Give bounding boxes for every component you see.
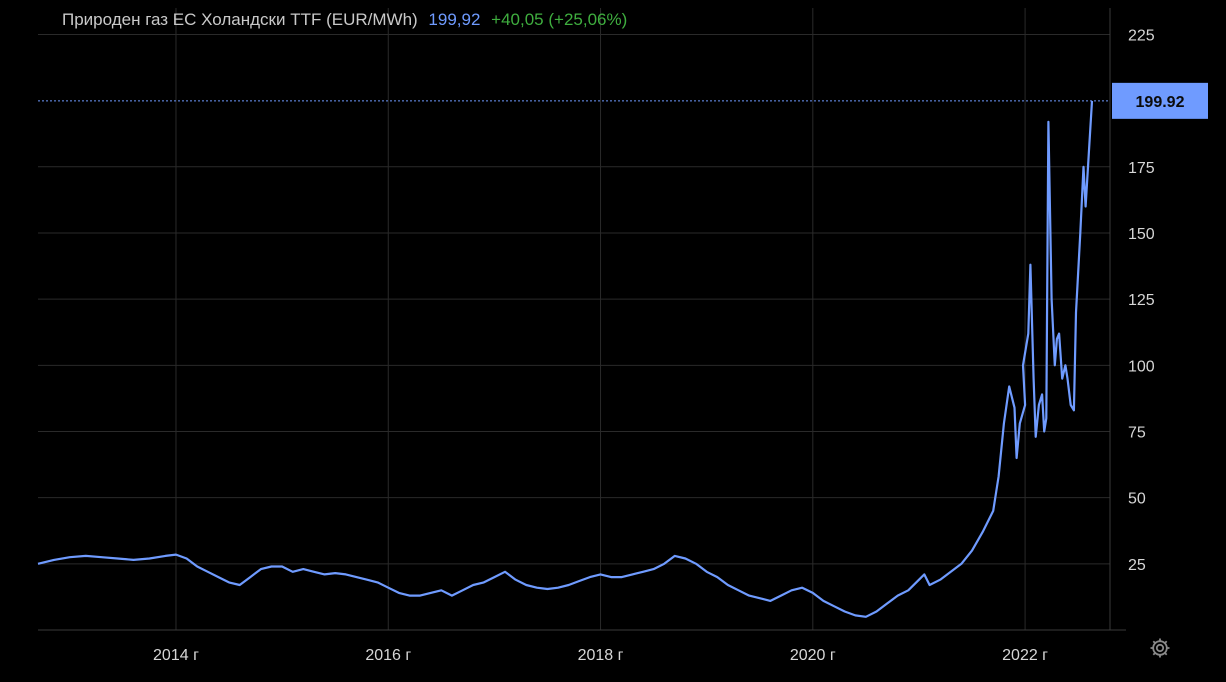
x-axis-ticks: 2014 г 2016 г 2018 г 2020 г 2022 г: [153, 647, 1048, 664]
x-tick-label: 2022 г: [1002, 647, 1048, 664]
y-axis-ticks: 25 50 75 100 125 150 175 225: [1128, 27, 1155, 573]
gear-icon[interactable]: [1148, 636, 1172, 660]
chart-title: Природен газ ЕС Холандски TTF (EUR/MWh): [62, 10, 418, 29]
price-label-box: [1112, 82, 1208, 119]
y-tick-label: 25: [1128, 557, 1146, 574]
change-value: +40,05 (+25,06%): [491, 10, 628, 29]
x-tick-label: 2016 г: [365, 647, 411, 664]
y-tick-label: 125: [1128, 292, 1155, 309]
y-tick-label: 175: [1128, 160, 1155, 177]
y-tick-label: 50: [1128, 491, 1146, 508]
price-label: 199.92: [1136, 94, 1185, 111]
y-tick-label: 225: [1128, 27, 1155, 44]
grid-lines: [38, 8, 1126, 631]
chart-header: Природен газ ЕС Холандски TTF (EUR/MWh) …: [62, 10, 633, 30]
x-tick-label: 2020 г: [790, 647, 836, 664]
y-tick-label: 75: [1128, 424, 1146, 441]
y-tick-label: 100: [1128, 358, 1155, 375]
x-tick-label: 2014 г: [153, 647, 199, 664]
series-line: [37, 100, 1094, 618]
x-tick-label: 2018 г: [578, 647, 624, 664]
last-value: 199,92: [428, 10, 481, 29]
y-tick-label: 150: [1128, 226, 1155, 243]
